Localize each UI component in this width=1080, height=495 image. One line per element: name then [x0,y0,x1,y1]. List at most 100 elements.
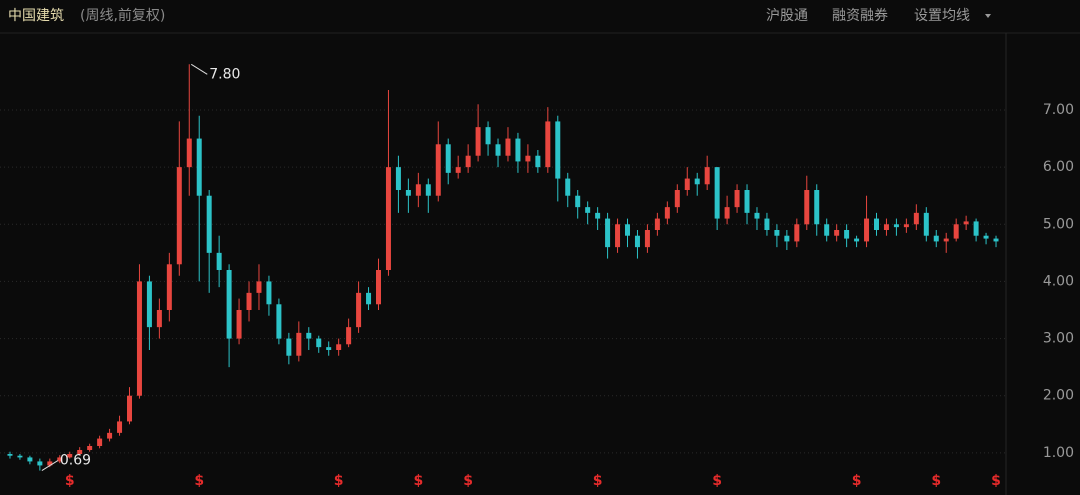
candle-body [734,190,740,208]
dividend-marker: $ [991,473,1001,489]
candle-body [874,218,879,230]
y-tick-label: 5.00 [1043,216,1074,232]
candle-body [465,155,471,168]
candle-body [754,212,760,219]
dividend-marker: $ [334,473,344,489]
candle-body [555,121,561,179]
candle-body [714,167,720,219]
chart-subtitle: (周线,前复权) [80,7,165,24]
candle-body [206,195,212,253]
candle-body [97,438,103,446]
candle-body [774,230,780,236]
candle-body [276,304,282,339]
candle-body [435,144,441,196]
candle-body [794,224,800,242]
candle-body [425,184,431,196]
candle-body [455,167,461,173]
candle-body [644,230,650,248]
candle-body [57,457,63,462]
candle-body [834,230,840,236]
candle-body [186,138,192,168]
candle-body [77,450,83,454]
candle-body [913,212,919,225]
candle-body [346,327,352,345]
candle-body [625,224,630,236]
candle-body [844,230,850,239]
dividend-marker: $ [931,473,941,489]
candle-body [256,281,262,293]
candle-body [316,338,322,348]
candle-body [326,347,332,350]
annotation-label: 0.69 [60,453,91,469]
y-tick-label: 3.00 [1043,331,1074,347]
candle-body [973,221,979,236]
dividend-marker: $ [593,473,603,489]
candle-body [385,167,391,270]
candle-body [654,218,660,230]
candle-body [246,292,252,310]
button[interactable]: 设置均线 [914,8,970,24]
candle-body [356,292,362,328]
dividend-marker: $ [194,473,204,489]
candle-body [7,454,13,456]
candle-body [266,281,272,305]
candle-body [953,224,959,239]
candle-body [893,224,899,228]
candle-body [336,344,342,350]
candle-body [395,167,401,190]
y-tick-label: 1.00 [1043,445,1074,461]
candle-body [37,461,43,466]
candle-body [694,178,700,185]
candle-body [127,395,132,422]
candle-body [674,190,680,208]
candle-body [724,207,730,219]
button[interactable]: 沪股通 [766,8,808,24]
candle-body [415,184,421,196]
candle-body [744,190,750,213]
candle-body [176,167,182,265]
candle-body [903,224,909,228]
candle-body [535,155,541,168]
candle-body [306,332,312,339]
candle-body [664,207,670,219]
candle-body [814,190,820,225]
candle-body [196,138,202,196]
candle-body [864,218,870,242]
candle-body [595,212,601,219]
candle-body [146,281,152,328]
candle-body [993,238,999,242]
candle-body [923,212,929,236]
candle-body [67,454,73,458]
candle-body [525,155,531,162]
candle-body [704,167,710,185]
candle-body [634,235,640,248]
dividend-marker: $ [463,473,473,489]
dropdown-caret[interactable] [985,14,991,18]
annotation-arrow [190,63,208,75]
candle-body [485,127,491,145]
candle-body [615,224,621,248]
y-tick-label: 6.00 [1043,159,1074,175]
candle-body [684,178,690,190]
candle-body [784,235,790,242]
candle-body [366,292,372,305]
candle-body [107,432,113,439]
dividend-marker: $ [65,473,75,489]
candle-body [605,218,611,248]
y-tick-label: 7.00 [1043,102,1074,118]
button[interactable]: 融资融券 [832,8,888,24]
candle-body [286,338,292,356]
candle-body [585,207,591,213]
dividend-marker: $ [712,473,722,489]
candle-body [376,270,381,305]
chart-title: 中国建筑 [8,8,64,24]
candle-body [505,138,511,156]
candle-body [445,144,451,173]
annotation-arrow [41,460,59,471]
candle-body [27,457,33,462]
candle-body [545,121,551,168]
dividend-marker: $ [852,473,862,489]
